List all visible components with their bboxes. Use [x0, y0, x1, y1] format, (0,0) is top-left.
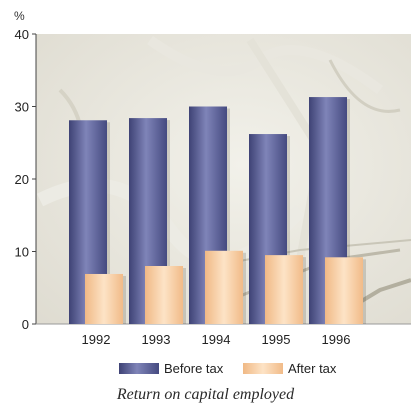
y-tick-label: 20 [15, 172, 29, 187]
y-axis-unit-label: % [14, 9, 25, 23]
chart-caption: Return on capital employed [116, 386, 295, 403]
x-tick-label: 1992 [82, 332, 111, 347]
bar-after-tax [265, 255, 303, 324]
legend-label-after-tax: After tax [288, 361, 337, 376]
y-ticks: 0 10 20 30 40 [15, 27, 36, 332]
bar-group [69, 97, 366, 325]
x-tick-labels: 1992 1993 1994 1995 1996 [82, 332, 351, 347]
legend: Before tax After tax [119, 361, 337, 376]
y-tick-label: 40 [15, 27, 29, 42]
bar-after-tax [205, 250, 243, 324]
x-tick-label: 1993 [142, 332, 171, 347]
bar-after-tax [325, 257, 363, 324]
legend-swatch-after-tax [243, 363, 283, 374]
x-tick-label: 1996 [322, 332, 351, 347]
y-tick-label: 30 [15, 100, 29, 115]
y-tick-label: 0 [22, 317, 29, 332]
y-tick-label: 10 [15, 245, 29, 260]
bar-after-tax [85, 273, 123, 324]
x-tick-label: 1994 [202, 332, 231, 347]
bar-after-tax [145, 266, 183, 324]
legend-swatch-before-tax [119, 363, 159, 374]
legend-label-before-tax: Before tax [164, 361, 224, 376]
x-tick-label: 1995 [262, 332, 291, 347]
